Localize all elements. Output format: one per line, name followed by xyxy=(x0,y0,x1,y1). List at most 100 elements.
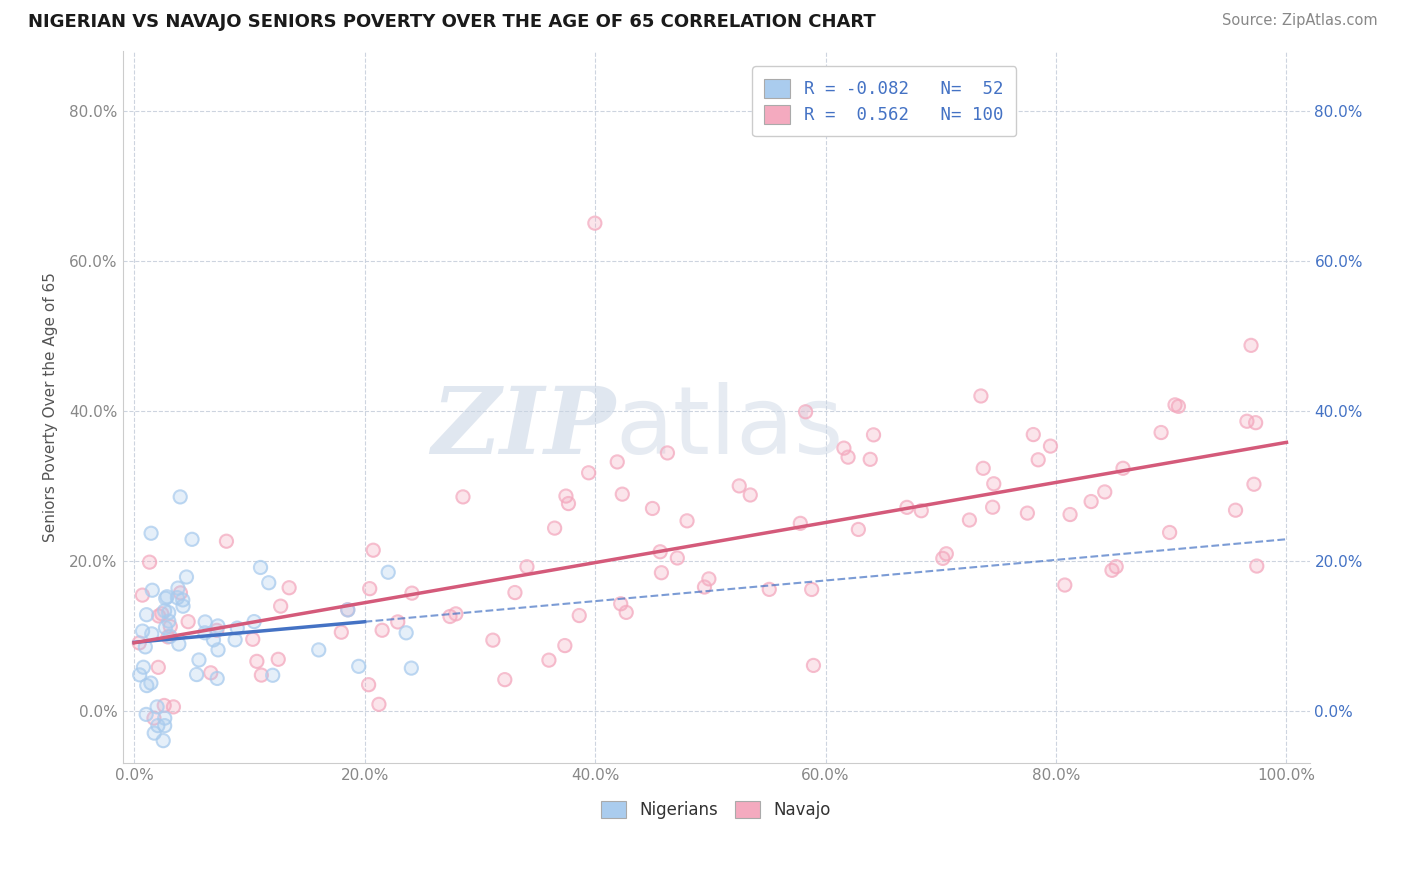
Point xyxy=(650,545,672,559)
Point xyxy=(148,609,170,624)
Point xyxy=(243,615,266,629)
Point xyxy=(981,500,1004,515)
Point xyxy=(612,487,634,501)
Point xyxy=(361,543,384,558)
Point xyxy=(848,523,870,537)
Point xyxy=(167,581,190,595)
Point xyxy=(583,216,606,230)
Point xyxy=(202,632,225,647)
Point xyxy=(568,608,591,623)
Point xyxy=(439,609,461,624)
Point xyxy=(650,566,672,580)
Point xyxy=(166,591,188,605)
Point xyxy=(1094,484,1116,499)
Point xyxy=(803,658,825,673)
Point xyxy=(131,588,153,602)
Point xyxy=(224,632,246,647)
Point xyxy=(612,487,634,501)
Point xyxy=(641,501,664,516)
Point xyxy=(555,489,578,503)
Point xyxy=(128,668,150,682)
Point xyxy=(583,216,606,230)
Point xyxy=(200,665,222,680)
Point xyxy=(250,668,273,682)
Point xyxy=(141,627,163,641)
Point xyxy=(159,619,181,633)
Point xyxy=(1059,508,1081,522)
Point xyxy=(578,466,600,480)
Point xyxy=(1164,398,1187,412)
Point xyxy=(336,603,359,617)
Point xyxy=(267,652,290,666)
Point xyxy=(377,566,399,580)
Point xyxy=(167,637,190,651)
Point xyxy=(609,597,631,611)
Point xyxy=(697,572,720,586)
Point xyxy=(862,427,884,442)
Point xyxy=(181,533,204,547)
Text: atlas: atlas xyxy=(616,383,844,475)
Point xyxy=(128,636,150,650)
Point xyxy=(330,625,353,640)
Point xyxy=(169,586,191,600)
Point xyxy=(503,585,526,599)
Point xyxy=(1105,559,1128,574)
Point xyxy=(249,560,271,574)
Point xyxy=(181,533,204,547)
Point xyxy=(837,450,859,465)
Point xyxy=(146,718,169,732)
Point xyxy=(194,615,217,629)
Point xyxy=(150,607,173,621)
Point xyxy=(935,547,957,561)
Point xyxy=(156,630,179,644)
Point xyxy=(387,615,409,629)
Point xyxy=(169,586,191,600)
Point xyxy=(910,504,932,518)
Point xyxy=(186,667,208,681)
Point xyxy=(156,590,179,604)
Point xyxy=(172,593,194,607)
Point xyxy=(614,606,637,620)
Point xyxy=(555,489,578,503)
Point xyxy=(357,678,380,692)
Point xyxy=(697,572,720,586)
Point xyxy=(226,621,249,635)
Point xyxy=(972,461,994,475)
Point xyxy=(143,726,166,740)
Point xyxy=(157,606,180,620)
Point xyxy=(257,575,280,590)
Point xyxy=(357,678,380,692)
Point xyxy=(176,570,198,584)
Point xyxy=(1243,477,1265,491)
Point xyxy=(482,633,505,648)
Point xyxy=(789,516,811,531)
Point xyxy=(557,497,579,511)
Point xyxy=(981,500,1004,515)
Point xyxy=(970,389,993,403)
Point xyxy=(167,637,190,651)
Point xyxy=(554,639,576,653)
Point xyxy=(606,455,628,469)
Point xyxy=(359,582,381,596)
Point xyxy=(800,582,823,597)
Point xyxy=(250,668,273,682)
Point xyxy=(794,405,817,419)
Point xyxy=(131,624,153,639)
Point xyxy=(641,501,664,516)
Y-axis label: Seniors Poverty Over the Age of 65: Seniors Poverty Over the Age of 65 xyxy=(44,272,58,541)
Point xyxy=(972,461,994,475)
Point xyxy=(758,582,780,597)
Point xyxy=(1053,578,1076,592)
Point xyxy=(740,488,762,502)
Point xyxy=(516,559,538,574)
Point xyxy=(832,441,855,455)
Point xyxy=(146,718,169,732)
Point xyxy=(371,624,394,638)
Point xyxy=(401,586,423,600)
Point xyxy=(336,603,359,617)
Point xyxy=(395,625,418,640)
Point xyxy=(932,551,955,566)
Point xyxy=(308,643,330,657)
Point xyxy=(242,632,264,647)
Point xyxy=(153,698,176,713)
